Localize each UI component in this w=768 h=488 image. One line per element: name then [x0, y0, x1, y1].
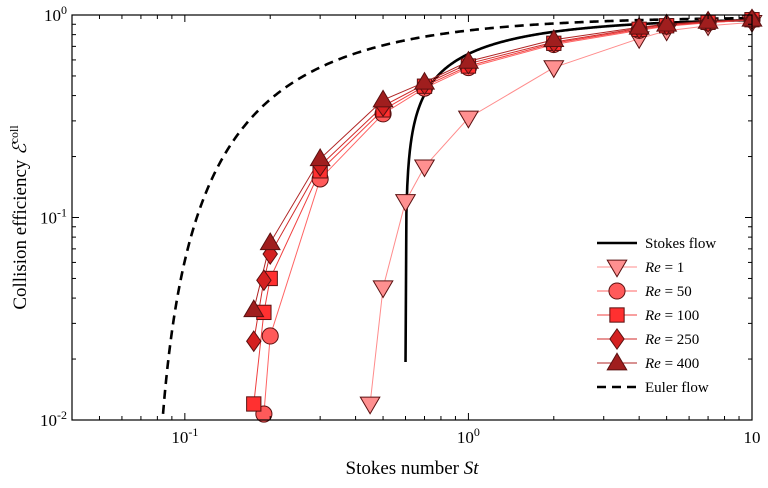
data-point-re400	[413, 71, 436, 90]
legend-entry-label: Euler flow	[645, 380, 709, 396]
data-point-re100	[246, 396, 262, 412]
data-point-re1	[413, 159, 436, 178]
data-point-re400	[543, 28, 565, 48]
data-point-re400	[457, 50, 480, 69]
data-point-re400	[628, 16, 650, 35]
y-tick-label: 100	[44, 3, 67, 25]
legend-swatch-marker	[606, 352, 628, 371]
data-point-re1	[394, 194, 417, 213]
data-point-re1	[359, 396, 381, 415]
data-point-re50	[261, 327, 279, 345]
data-point-re400	[259, 232, 281, 251]
x-tick-label: 10-1	[171, 425, 198, 447]
data-point-re1	[372, 280, 394, 299]
data-point-re1	[543, 60, 565, 79]
x-axis-title: Stokes number St	[346, 458, 480, 479]
x-tick-label: 10	[744, 428, 761, 447]
legend-entry-label: Re = 100	[644, 308, 699, 324]
legend-entry-label: Re = 250	[644, 332, 699, 348]
axis-ticks	[71, 14, 753, 421]
y-tick-label: 10-2	[40, 408, 67, 430]
x-tick-label: 100	[457, 425, 480, 447]
stokes-flow-curve	[404, 18, 752, 362]
data-point-re250	[256, 269, 272, 292]
legend: Stokes flow Re = 1 Re = 50 Re = 100 Re = 250…	[597, 236, 716, 396]
legend-entry-label: Re = 1	[644, 260, 684, 276]
legend-swatch-marker	[608, 282, 626, 300]
data-point-re400	[309, 148, 331, 167]
legend-swatch-marker	[609, 307, 625, 323]
y-axis-title: Collision efficiency ℰcoll	[7, 125, 31, 310]
data-point-re400	[656, 13, 678, 32]
legend-entry-label: Stokes flow	[645, 236, 716, 252]
tick-labels: 10-1 100 10 10-2 10-1 100	[40, 3, 761, 447]
data-point-re400	[372, 89, 394, 108]
data-point-re400	[243, 299, 265, 318]
euler-flow-curve	[161, 16, 752, 420]
data-point-re400	[697, 10, 719, 29]
plot-curves	[161, 16, 752, 420]
legend-entry-label: Re = 50	[644, 284, 692, 300]
series-line-re1	[369, 21, 753, 405]
data-markers	[243, 8, 763, 423]
legend-swatch-marker	[606, 259, 628, 278]
data-point-re250	[246, 330, 262, 353]
legend-entry-label: Re = 400	[644, 356, 699, 372]
data-point-re1	[457, 110, 480, 129]
legend-swatch-marker	[609, 327, 625, 351]
y-tick-label: 10-1	[40, 206, 67, 228]
